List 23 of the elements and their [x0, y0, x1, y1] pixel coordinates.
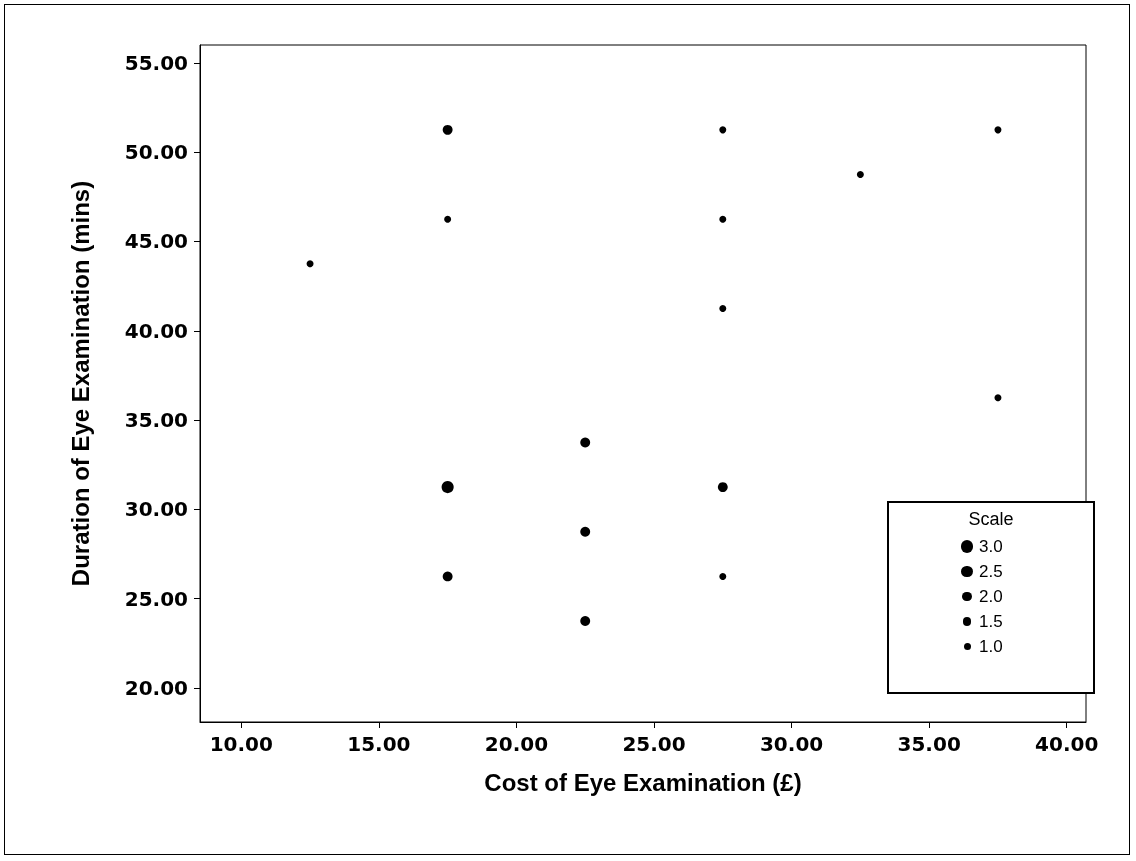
x-tick-label: 15.00: [347, 732, 411, 756]
y-tick-label: 25.00: [124, 586, 188, 611]
x-tick-label: 20.00: [484, 732, 549, 756]
y-tick-label: 30.00: [124, 497, 188, 522]
x-tick-label: 10.00: [209, 732, 273, 756]
legend-label: 2.0: [978, 586, 1003, 607]
y-tick-label: 40.00: [124, 318, 188, 343]
x-axis-title: Cost of Eye Examination (£): [484, 768, 802, 796]
legend-title: Scale: [967, 509, 1015, 530]
x-tick-label: 35.00: [897, 732, 961, 756]
legend-label: 1.5: [978, 611, 1003, 632]
y-tick-label: 35.00: [124, 408, 188, 433]
y-tick-label: 45.00: [124, 229, 188, 254]
legend-label: 3.0: [978, 536, 1003, 557]
legend-label: 2.5: [978, 561, 1003, 582]
y-tick-label: 50.00: [124, 140, 188, 165]
legend-label: 1.0: [979, 636, 1003, 657]
x-tick-label: 30.00: [759, 732, 824, 756]
y-tick-label: 20.00: [124, 676, 188, 701]
y-tick-label: 55.00: [124, 50, 188, 75]
y-axis-title: Duration of Eye Examination (mins): [66, 180, 94, 587]
x-tick-label: 40.00: [1035, 732, 1099, 756]
x-tick-label: 25.00: [622, 732, 686, 756]
